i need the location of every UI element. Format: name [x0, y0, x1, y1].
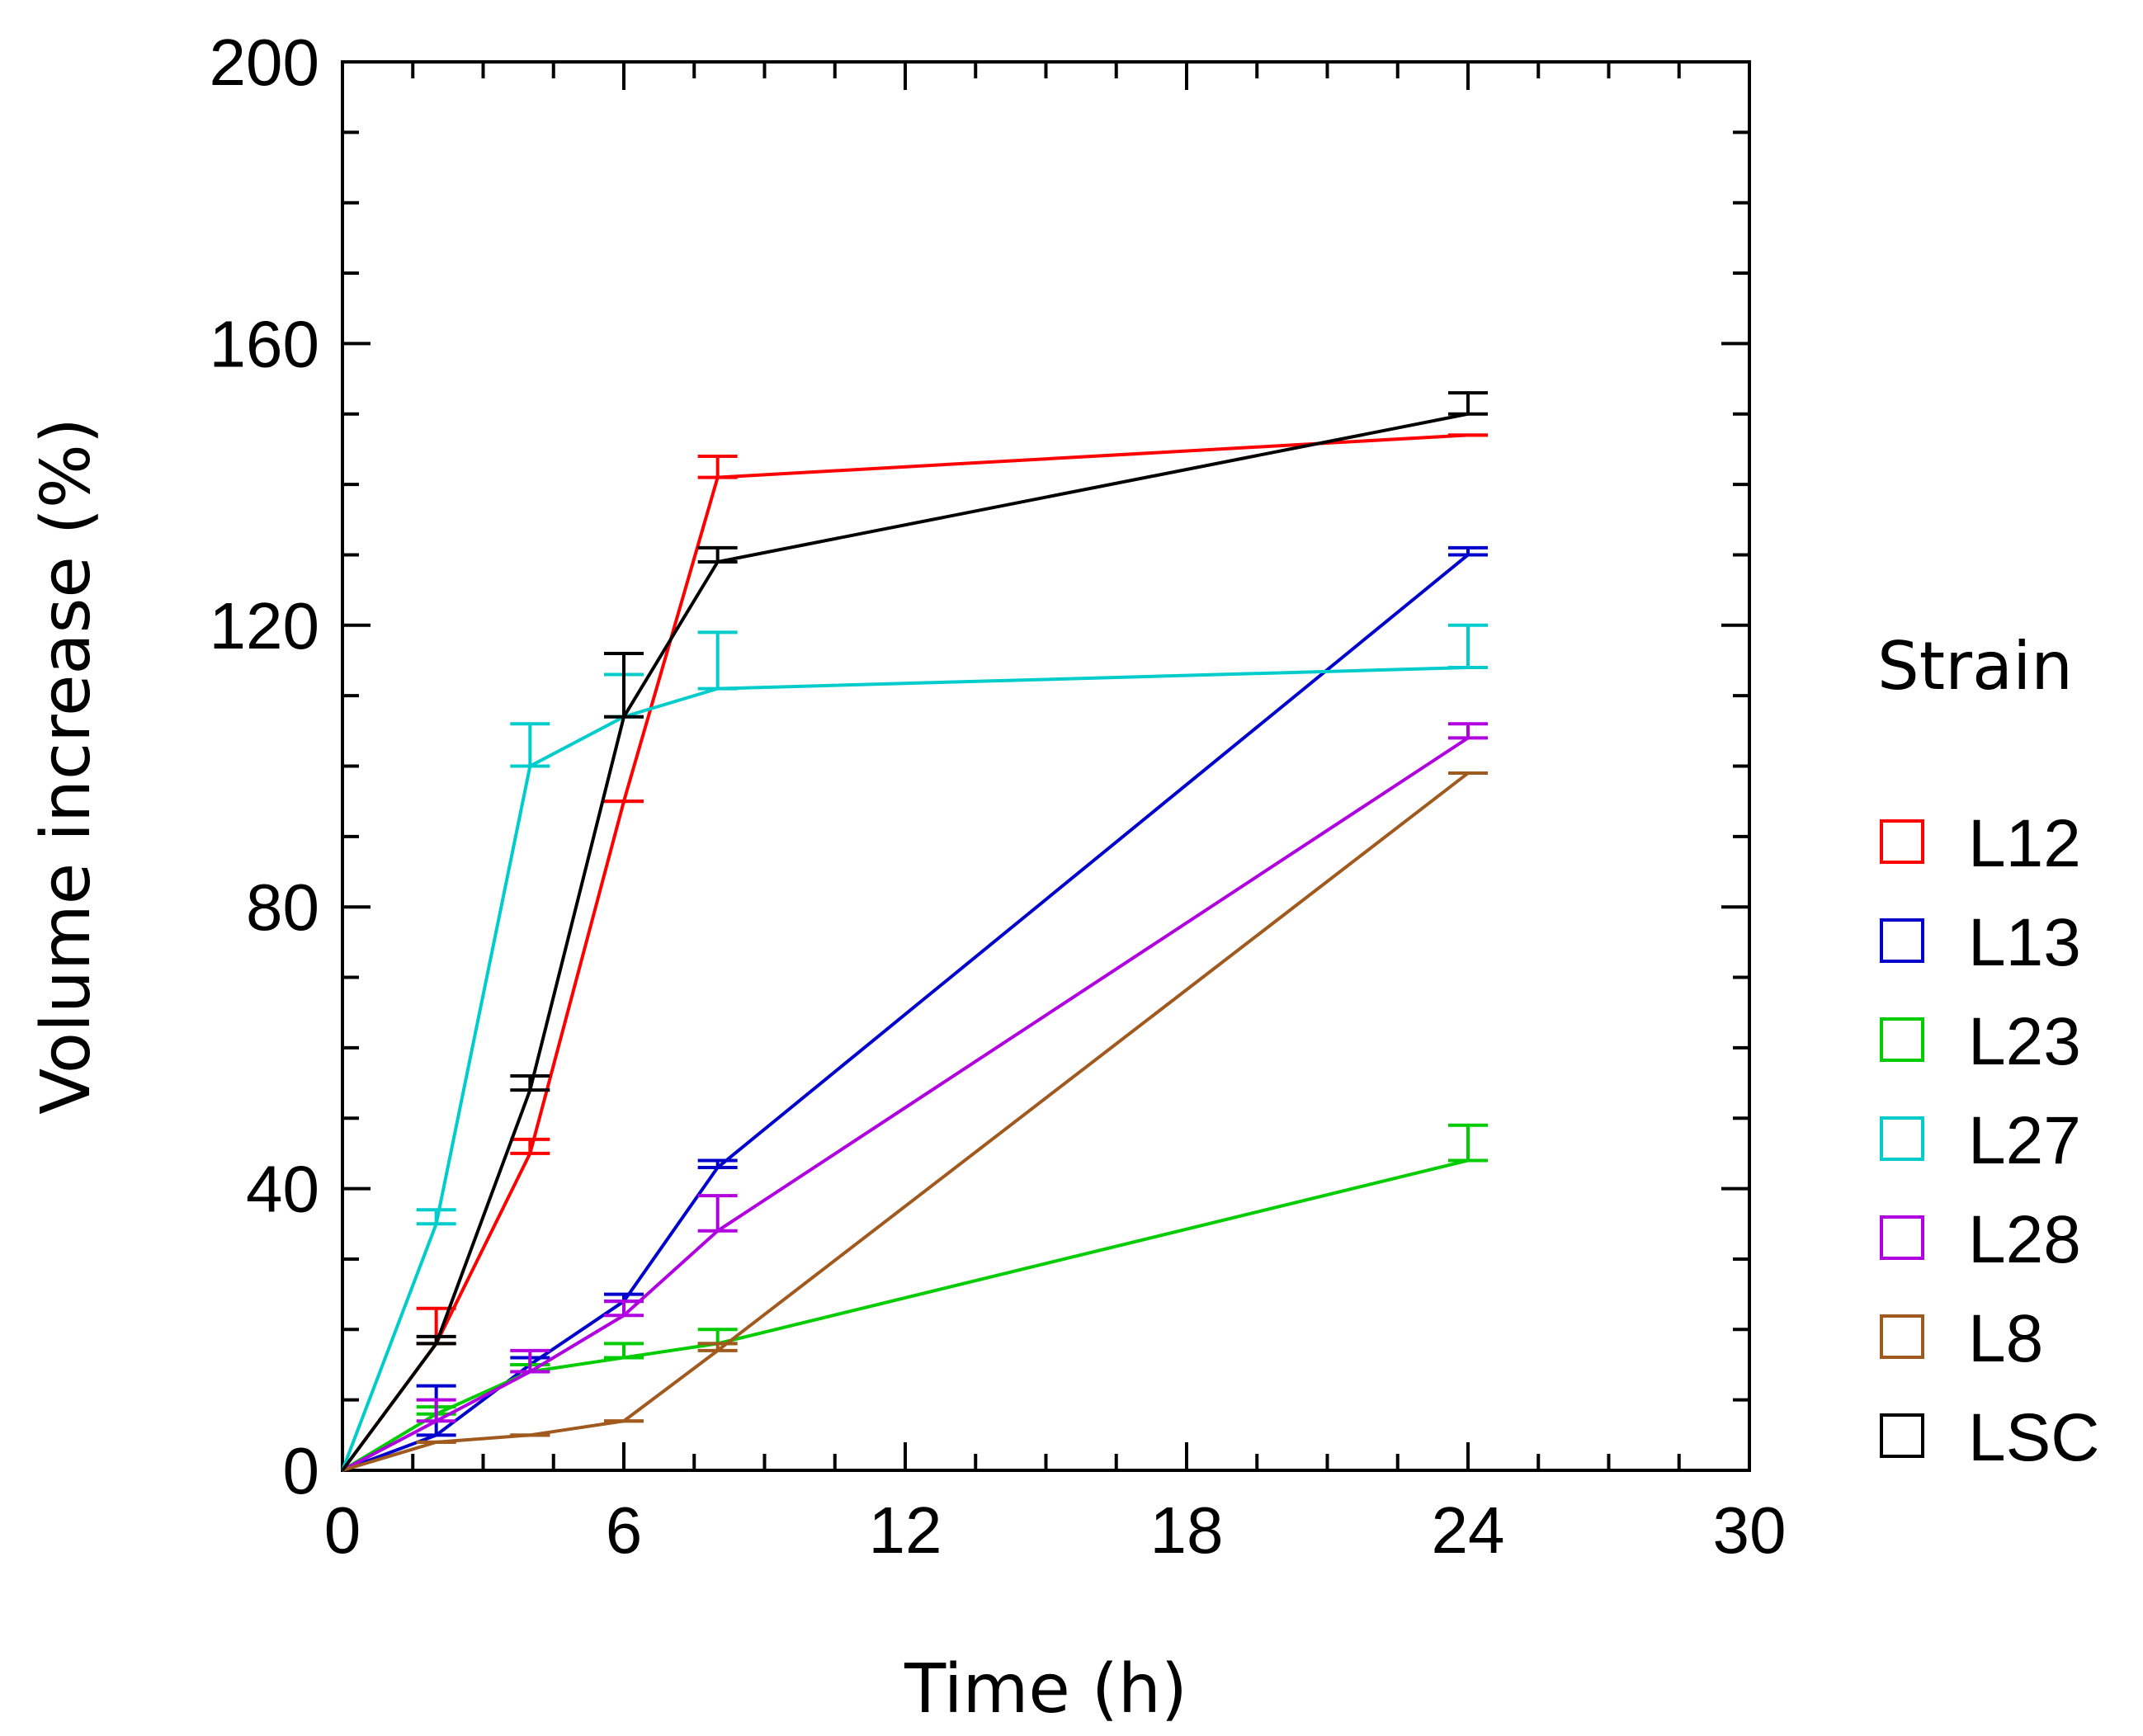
x-tick-label: 12 — [869, 1493, 942, 1567]
x-tick-label: 30 — [1713, 1493, 1787, 1567]
series-l28 — [342, 722, 1488, 1472]
legend-swatch-l12 — [1880, 819, 1924, 864]
legend-label-l12: L12 — [1968, 806, 2081, 881]
legend-swatch-l27 — [1880, 1116, 1924, 1161]
x-tick-label: 18 — [1150, 1493, 1224, 1567]
legend: Strain L12 L13 L23 L27 L28 L8 LSC — [1877, 628, 2100, 1475]
legend-swatch-l23 — [1880, 1017, 1924, 1062]
axis-ticks — [341, 60, 1751, 1472]
legend-label-l23: L23 — [1968, 1004, 2081, 1079]
series-line-l8 — [342, 771, 1470, 1472]
legend-label-l13: L13 — [1968, 905, 2081, 980]
series-l27 — [341, 623, 1488, 1471]
y-tick-label: 40 — [246, 1153, 319, 1226]
x-tick-label: 6 — [606, 1493, 643, 1567]
series-lsc — [341, 391, 1488, 1472]
legend-label-l8: L8 — [1968, 1301, 2043, 1376]
series-line-l13 — [342, 553, 1470, 1472]
series-layer — [341, 391, 1488, 1472]
legend-swatch-l13 — [1880, 918, 1924, 963]
y-tick-label: 120 — [210, 589, 319, 663]
legend-label-l27: L27 — [1968, 1103, 2081, 1178]
series-line-l23 — [341, 1158, 1469, 1472]
y-tick-label: 80 — [246, 870, 319, 944]
y-tick-label: 160 — [210, 307, 319, 380]
plot-border — [341, 60, 1751, 1472]
legend-label-lsc: LSC — [1968, 1400, 2100, 1475]
x-tick-label: 0 — [324, 1493, 361, 1567]
legend-swatch-lsc — [1880, 1413, 1924, 1458]
y-tick-label: 200 — [210, 26, 319, 99]
series-line-l12 — [341, 433, 1469, 1472]
series-l23 — [341, 1123, 1488, 1472]
plot-area — [341, 60, 1751, 1472]
x-tick-label: 24 — [1432, 1493, 1505, 1567]
series-l12 — [341, 433, 1488, 1472]
y-tick-label: 0 — [283, 1434, 320, 1507]
series-line-l27 — [341, 666, 1469, 1471]
legend-title: Strain — [1877, 628, 2073, 705]
y-axis-title: Volume increase (%) — [27, 417, 106, 1115]
series-l13 — [342, 545, 1488, 1472]
legend-swatch-l8 — [1880, 1314, 1924, 1359]
series-line-l28 — [342, 736, 1470, 1472]
series-l8 — [342, 771, 1488, 1472]
legend-label-l28: L28 — [1968, 1202, 2081, 1277]
series-line-lsc — [341, 412, 1469, 1472]
axis-tick-labels: 0 40 80 120 160 200 0 6 12 18 24 30 — [210, 26, 1787, 1567]
legend-swatch-l28 — [1880, 1215, 1924, 1260]
x-axis-title: Time (h) — [904, 1650, 1187, 1729]
